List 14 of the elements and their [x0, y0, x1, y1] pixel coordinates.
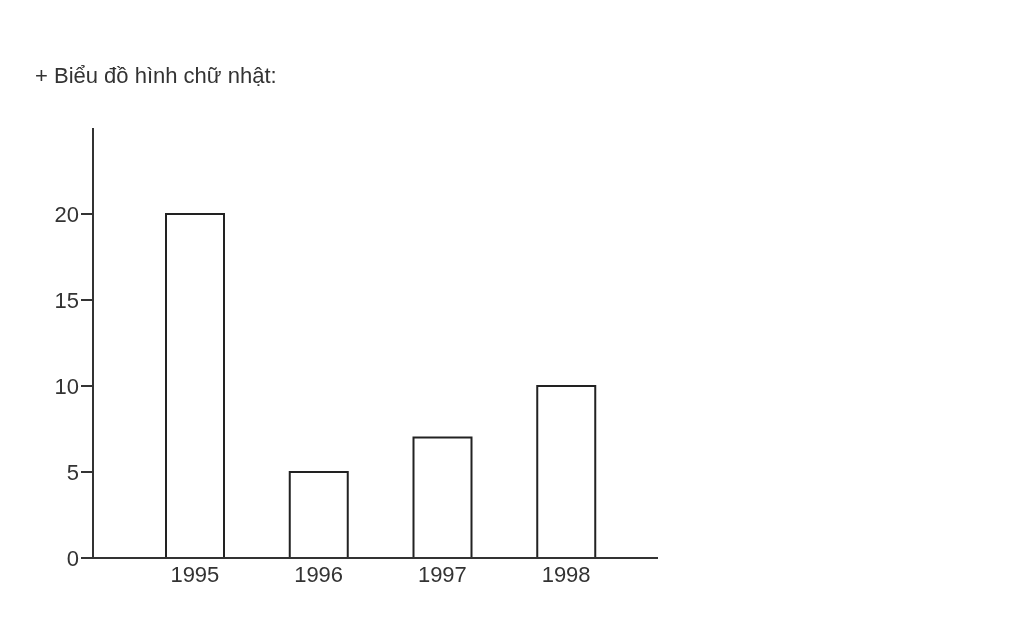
x-tick-label: 1996 — [294, 561, 344, 587]
y-tick-label: 15 — [54, 287, 79, 313]
bar — [165, 213, 225, 558]
y-tick-label: 10 — [54, 373, 79, 399]
bar — [412, 436, 473, 558]
y-tick-label: 20 — [54, 201, 79, 227]
x-tick-label: 1998 — [541, 561, 591, 587]
bar — [288, 471, 349, 558]
x-tick-label: 1997 — [417, 561, 467, 587]
chart-title: + Biểu đồ hình chữ nhật: — [35, 63, 277, 89]
y-tick-label: 0 — [66, 545, 79, 571]
y-tick-label: 5 — [66, 459, 79, 485]
bar — [536, 385, 597, 558]
x-tick-label: 1995 — [170, 561, 220, 587]
